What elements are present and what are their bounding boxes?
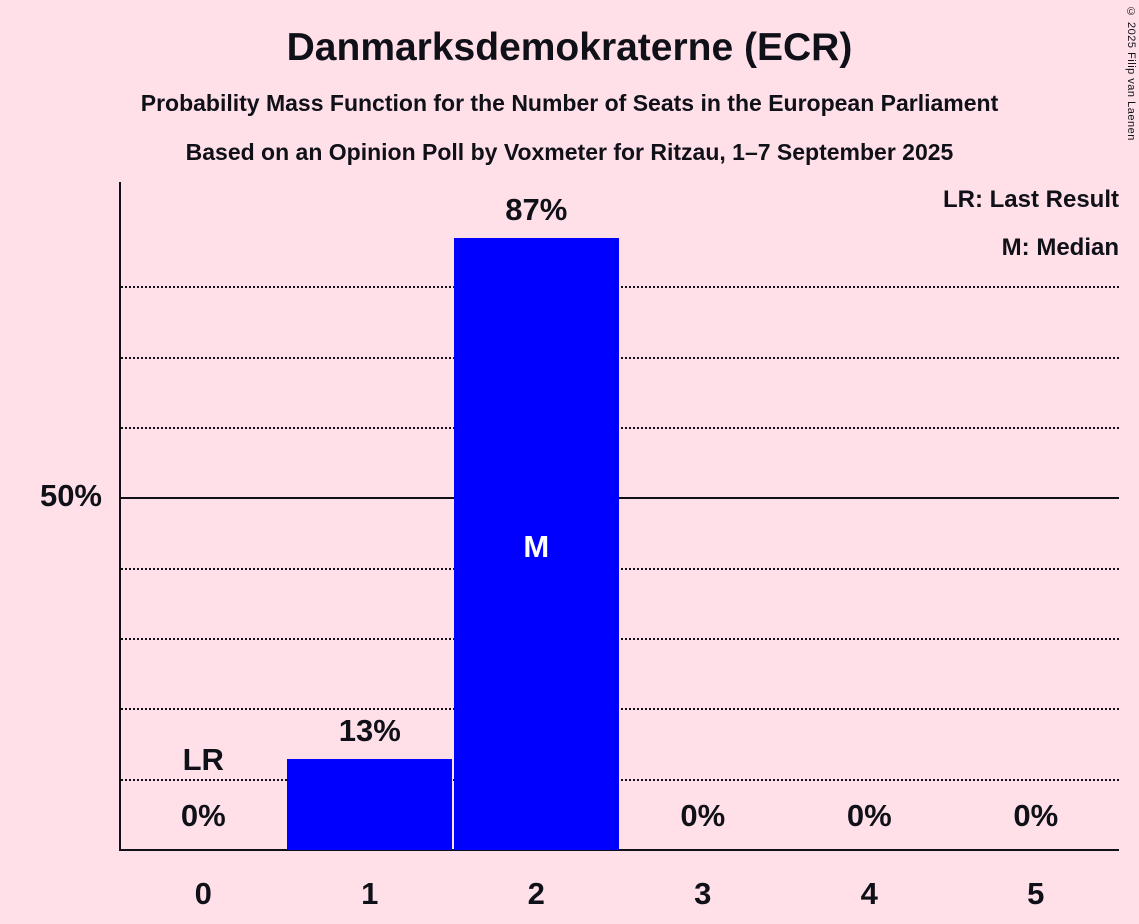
x-tick-label: 3: [694, 876, 712, 911]
x-axis-line: [119, 849, 1119, 851]
chart-subtitle-line2: Based on an Opinion Poll by Voxmeter for…: [185, 139, 954, 165]
gridline-solid: [121, 497, 1119, 500]
value-label: 13%: [338, 712, 401, 748]
gridline-dotted: [121, 778, 1119, 781]
x-tick-label: 1: [361, 876, 379, 911]
x-tick-label: 5: [1027, 876, 1045, 911]
bar: [287, 758, 453, 850]
value-label: 0%: [680, 798, 726, 833]
gridline-dotted: [121, 427, 1119, 430]
gridline-dotted: [121, 356, 1119, 359]
last-result-label: LR: [182, 742, 224, 777]
chart-title: Danmarksdemokraterne (ECR): [286, 26, 853, 69]
gridline-dotted: [121, 638, 1119, 641]
x-tick-label: 0: [194, 876, 212, 911]
median-label: M: [523, 529, 550, 565]
copyright-notice: © 2025 Filip van Laenen: [1125, 6, 1137, 141]
bar: [453, 238, 619, 850]
x-tick-label: 4: [860, 876, 878, 911]
value-label: 0%: [846, 798, 892, 833]
legend-median: M: Median: [1001, 234, 1119, 261]
y-axis-line: [119, 182, 121, 850]
gridline-dotted: [121, 286, 1119, 289]
chart-subtitle-line1: Probability Mass Function for the Number…: [140, 90, 999, 116]
legend-last-result: LR: Last Result: [942, 186, 1119, 213]
value-label: 0%: [1013, 798, 1059, 833]
value-label: 0%: [180, 798, 226, 833]
value-label: 87%: [505, 192, 568, 228]
x-tick-label: 2: [527, 876, 545, 911]
y-axis-50-label: 50%: [39, 478, 102, 513]
gridline-dotted: [121, 708, 1119, 711]
gridline-dotted: [121, 567, 1119, 570]
